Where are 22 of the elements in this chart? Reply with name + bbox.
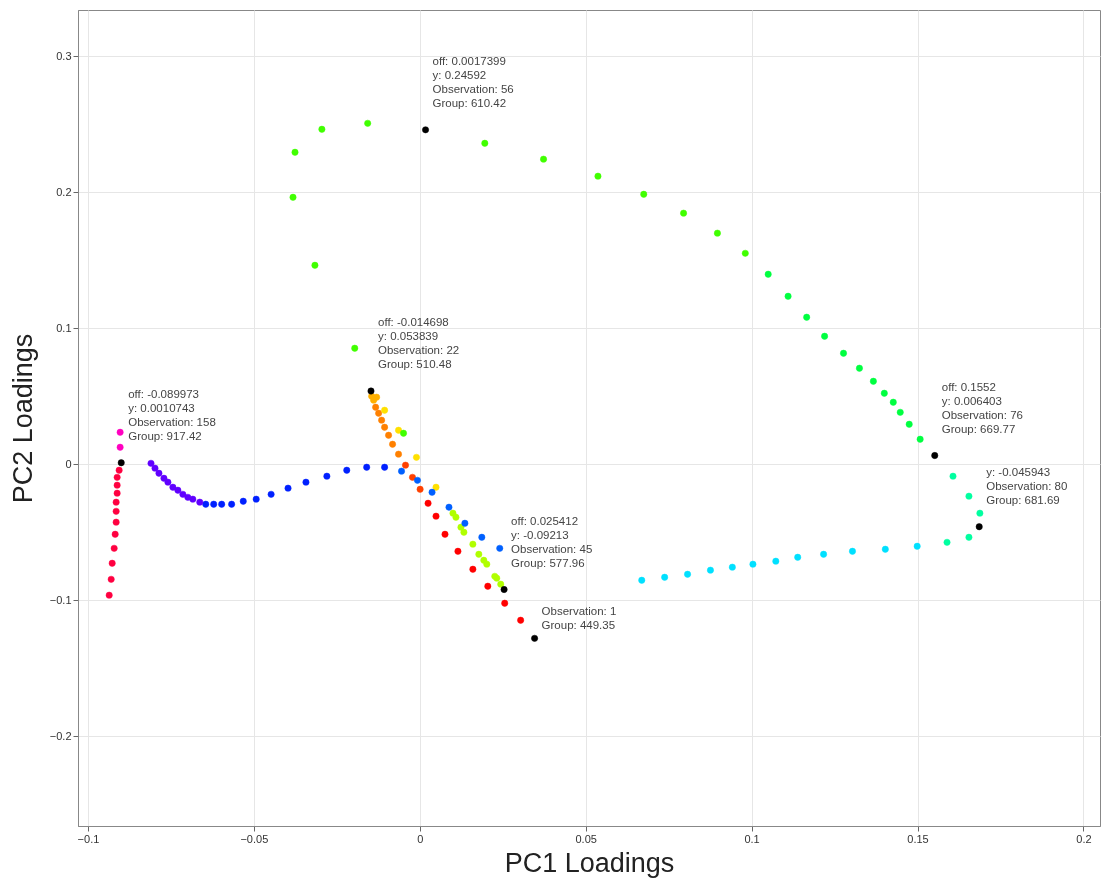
annotation: off: 0.025412 y: -0.09213 Observation: 45 Group: 577.96 — [511, 514, 593, 569]
annotation: off: -0.014698 y: 0.053839 Observation: 22 Group: 510.48 — [378, 316, 460, 371]
y-tick-label: 0.3 — [56, 49, 72, 62]
x-tick-label: 0.15 — [907, 832, 929, 845]
x-tick-label: −0.1 — [77, 832, 100, 845]
annotation: off: 0.1552 y: 0.006403 Observation: 76 Group: 669.77 — [941, 380, 1023, 435]
annotation: off: -0.089973 y: 0.0010743 Observation: 158 Group: 917.42 — [128, 387, 216, 442]
y-tick-label: 0.2 — [56, 185, 72, 198]
annotation: Observation: 1 Group: 449.35 — [541, 605, 617, 632]
x-axis-title: PC1 Loadings — [504, 847, 675, 878]
y-axis-title: PC2 Loadings — [7, 333, 38, 504]
x-tick-label: 0.2 — [1076, 832, 1092, 845]
annotation: y: -0.045943 Observation: 80 Group: 681.69 — [986, 465, 1068, 506]
y-tick-label: 0.1 — [56, 321, 72, 334]
x-tick-label: 0.1 — [744, 832, 760, 845]
x-tick-label: 0 — [417, 832, 424, 845]
y-tick-label: −0.1 — [49, 593, 72, 606]
y-tick-label: 0 — [65, 457, 72, 470]
y-tick-label: −0.2 — [49, 729, 72, 742]
annotation: off: 0.0017399 y: 0.24592 Observation: 56 Group: 610.42 — [432, 54, 514, 109]
x-tick-label: −0.05 — [240, 832, 269, 845]
x-tick-label: 0.05 — [575, 832, 597, 845]
